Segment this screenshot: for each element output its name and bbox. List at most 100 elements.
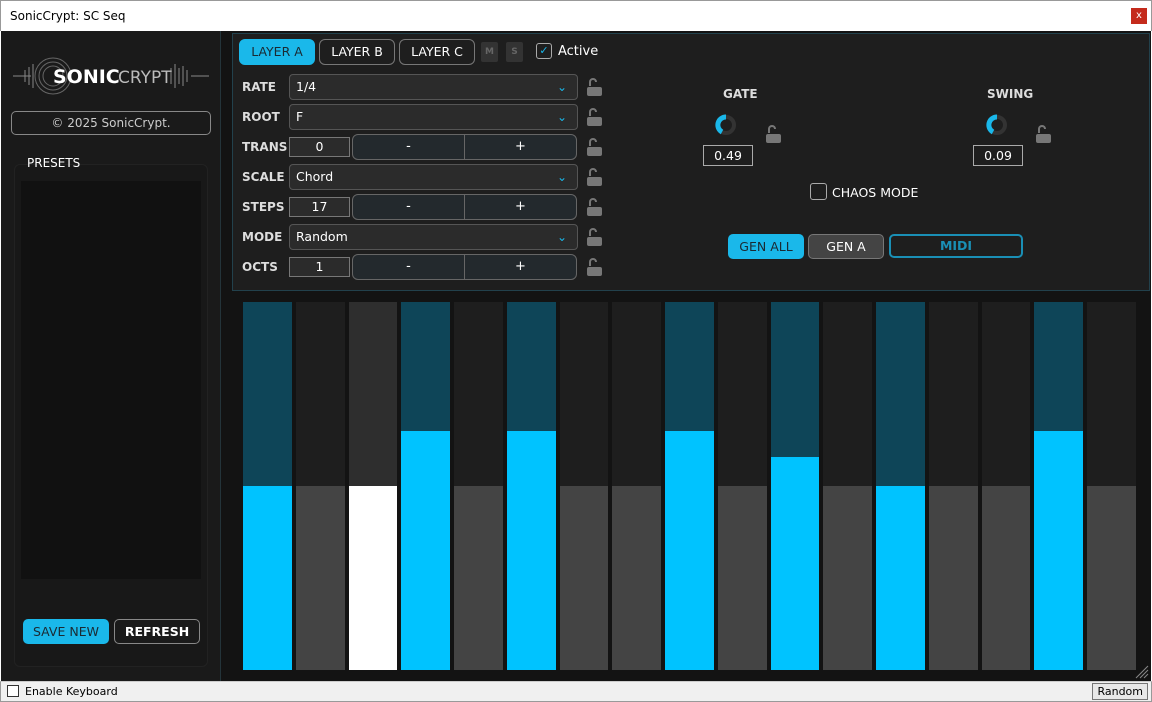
steps-decrement-button[interactable]: - (353, 195, 465, 219)
mode-selected-value: Random (296, 229, 348, 244)
root-lock-icon[interactable] (586, 107, 602, 127)
scale-selected-value: Chord (296, 169, 334, 184)
step-bar-inactive[interactable] (559, 486, 609, 670)
step-column[interactable] (665, 302, 714, 670)
step-bar-inactive[interactable] (1087, 486, 1136, 670)
trans-decrement-button[interactable]: - (353, 135, 465, 159)
step-bar-active[interactable] (243, 486, 292, 670)
step-column[interactable] (506, 302, 556, 670)
trans-stepper: - + (352, 134, 577, 160)
step-bar-playhead[interactable] (348, 486, 398, 670)
step-bar-inactive[interactable] (454, 486, 503, 670)
step-column[interactable] (612, 302, 662, 670)
chaos-mode-checkbox[interactable] (810, 183, 827, 200)
presets-list[interactable] (21, 181, 201, 579)
svg-text:CRYPT: CRYPT (118, 68, 172, 88)
status-bar: Enable Keyboard Random (0, 681, 1152, 702)
rate-dropdown[interactable]: 1/4 ⌄ (289, 74, 578, 100)
scale-dropdown[interactable]: Chord ⌄ (289, 164, 578, 190)
step-bar-active[interactable] (876, 486, 925, 670)
trans-label: TRANS (242, 140, 288, 154)
enable-keyboard-checkbox[interactable] (7, 685, 19, 697)
steps-value-field[interactable]: 17 (289, 197, 350, 217)
steps-stepper: - + (352, 194, 577, 220)
step-column[interactable] (559, 302, 609, 670)
sidebar: SONIC CRYPT © 2025 SonicCrypt. PRESETS S… (1, 31, 221, 681)
step-column[interactable] (770, 302, 820, 670)
resize-grip-icon[interactable] (1135, 665, 1149, 679)
step-bar-inactive[interactable] (928, 486, 978, 670)
octs-label: OCTS (242, 260, 278, 274)
step-column[interactable] (1087, 302, 1136, 670)
trans-value-field[interactable]: 0 (289, 137, 350, 157)
step-bar-active[interactable] (506, 430, 556, 670)
step-column[interactable] (981, 302, 1031, 670)
step-column[interactable] (295, 302, 345, 670)
step-column[interactable] (876, 302, 925, 670)
step-bar-active[interactable] (401, 430, 451, 670)
control-panel: LAYER A LAYER B LAYER C M S ✓ Active RAT… (232, 33, 1150, 291)
tab-layer-b[interactable]: LAYER B (319, 39, 395, 65)
rate-selected-value: 1/4 (296, 79, 317, 94)
save-new-button[interactable]: SAVE NEW (23, 619, 109, 644)
octs-decrement-button[interactable]: - (353, 255, 465, 279)
octs-value-field[interactable]: 1 (289, 257, 350, 277)
logo-text: SONIC (53, 66, 120, 88)
rate-lock-icon[interactable] (586, 77, 602, 97)
step-bar-inactive[interactable] (981, 486, 1031, 670)
mute-button[interactable]: M (481, 42, 498, 62)
steps-increment-button[interactable]: + (515, 199, 526, 214)
step-column[interactable] (401, 302, 451, 670)
step-sequencer-grid[interactable] (242, 302, 1139, 670)
chevron-down-icon: ⌄ (556, 170, 567, 184)
scale-lock-icon[interactable] (586, 167, 602, 187)
step-column[interactable] (454, 302, 503, 670)
octs-increment-button[interactable]: + (515, 259, 526, 274)
swing-knob[interactable] (985, 113, 1009, 137)
chaos-mode-label: CHAOS MODE (832, 185, 919, 200)
step-bar-active[interactable] (1034, 430, 1084, 670)
step-column[interactable] (717, 302, 767, 670)
trans-lock-icon[interactable] (586, 137, 602, 157)
step-bar-inactive[interactable] (717, 486, 767, 670)
midi-button[interactable]: MIDI (889, 234, 1023, 258)
refresh-button[interactable]: REFRESH (114, 619, 200, 644)
step-bar-inactive[interactable] (823, 486, 873, 670)
step-column[interactable] (243, 302, 292, 670)
active-checkbox[interactable]: ✓ (536, 43, 552, 59)
step-bar-active[interactable] (770, 456, 820, 670)
step-column[interactable] (348, 302, 398, 670)
octs-lock-icon[interactable] (586, 257, 602, 277)
swing-value[interactable]: 0.09 (973, 145, 1023, 166)
step-column[interactable] (823, 302, 873, 670)
gate-label: GATE (723, 87, 758, 101)
tab-layer-c[interactable]: LAYER C (399, 39, 475, 65)
soniccrypt-logo: SONIC CRYPT (11, 56, 211, 96)
solo-button[interactable]: S (506, 42, 523, 62)
mode-lock-icon[interactable] (586, 227, 602, 247)
step-bar-inactive[interactable] (612, 486, 662, 670)
steps-lock-icon[interactable] (586, 197, 602, 217)
close-button[interactable]: x (1131, 8, 1147, 24)
mode-dropdown[interactable]: Random ⌄ (289, 224, 578, 250)
root-dropdown[interactable]: F ⌄ (289, 104, 578, 130)
gen-a-button[interactable]: GEN A (808, 234, 884, 259)
gate-lock-icon[interactable] (765, 124, 781, 144)
swing-label: SWING (987, 87, 1034, 101)
gate-knob[interactable] (714, 113, 738, 137)
steps-label: STEPS (242, 200, 285, 214)
gate-value[interactable]: 0.49 (703, 145, 753, 166)
root-selected-value: F (296, 109, 304, 124)
trans-increment-button[interactable]: + (515, 139, 526, 154)
step-column[interactable] (928, 302, 978, 670)
active-label: Active (558, 44, 599, 59)
step-bar-inactive[interactable] (295, 486, 345, 670)
random-mode-button[interactable]: Random (1092, 683, 1148, 700)
gen-all-button[interactable]: GEN ALL (728, 234, 804, 259)
window-title: SonicCrypt: SC Seq (10, 9, 126, 23)
step-bar-active[interactable] (665, 430, 714, 670)
step-column[interactable] (1034, 302, 1084, 670)
chevron-down-icon: ⌄ (556, 80, 567, 94)
swing-lock-icon[interactable] (1035, 124, 1051, 144)
tab-layer-a[interactable]: LAYER A (239, 39, 315, 65)
